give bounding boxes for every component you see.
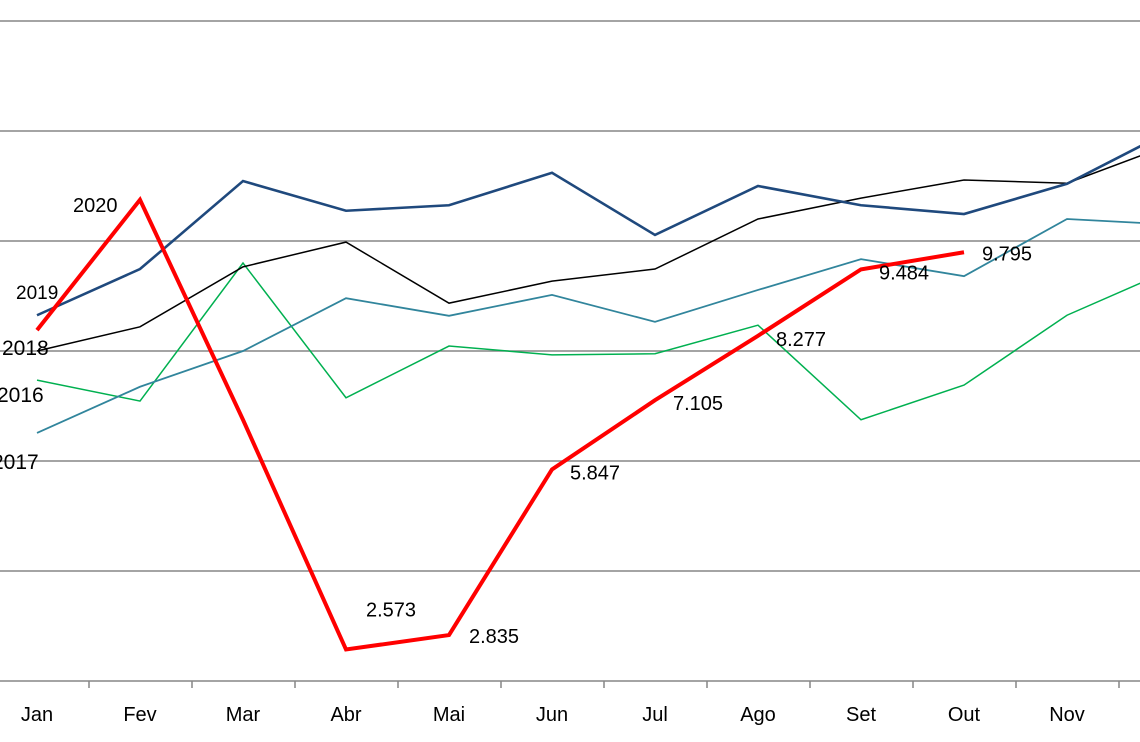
series-line-2018 [36,155,1140,352]
data-label: 2.573 [366,599,416,621]
series-label-2019: 2019 [16,283,58,304]
x-tick-label: Abr [330,704,361,726]
series-line-2016 [36,261,1140,421]
data-label: 9.795 [982,243,1032,265]
x-tick-label: Jan [21,704,53,726]
x-tick-label: Jul [642,704,668,726]
series-label-2016: 2016 [0,384,44,407]
x-tick-label: Jun [536,704,568,726]
series-line-2020 [35,195,965,652]
series-line-2019 [36,144,1140,317]
x-tick-label: Fev [123,704,156,726]
series-line-2017 [36,218,1140,434]
x-tick-label: Nov [1049,704,1085,726]
data-label: 9.484 [879,262,929,284]
data-label: 8.277 [776,329,826,351]
x-tick-label: Set [846,704,876,726]
series-label-2017: 2017 [0,451,39,474]
x-tick-label: Mar [226,704,261,726]
data-label: 5.847 [570,462,620,484]
series-label-2018: 2018 [2,337,49,360]
x-tick-label: Ago [740,704,776,726]
series-label-2020: 2020 [73,195,118,217]
x-tick-label: Mai [433,704,465,726]
data-label: 2.835 [469,626,519,648]
data-label: 7.105 [673,393,723,415]
x-tick-label: Out [948,704,981,726]
